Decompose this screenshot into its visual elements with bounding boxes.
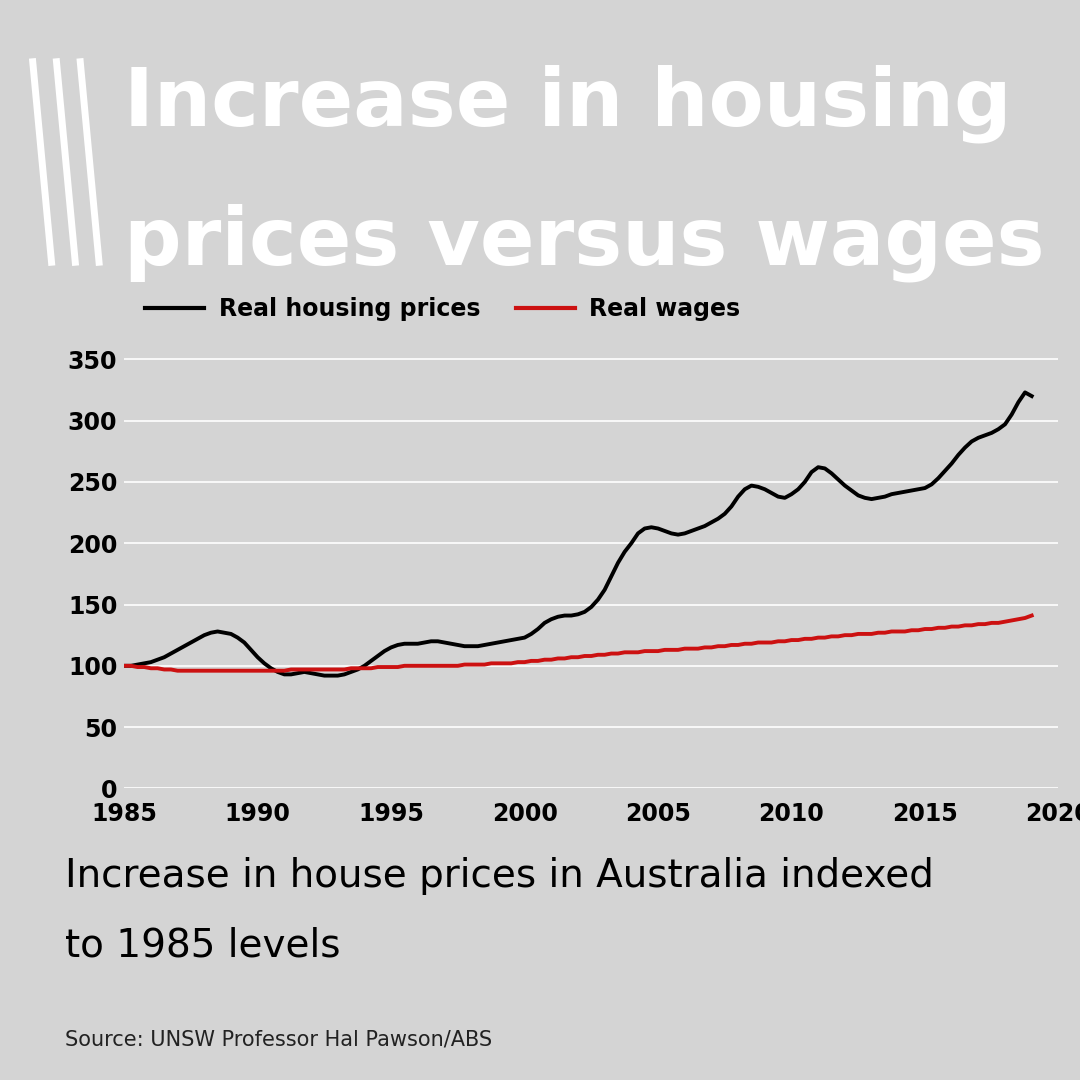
Text: Increase in house prices in Australia indexed: Increase in house prices in Australia in… xyxy=(65,856,934,895)
Text: Increase in housing: Increase in housing xyxy=(124,65,1012,143)
Text: to 1985 levels: to 1985 levels xyxy=(65,927,340,964)
Text: prices versus wages: prices versus wages xyxy=(124,204,1044,282)
Legend: Real housing prices, Real wages: Real housing prices, Real wages xyxy=(136,287,750,330)
Text: Source: UNSW Professor Hal Pawson/ABS: Source: UNSW Professor Hal Pawson/ABS xyxy=(65,1029,491,1049)
